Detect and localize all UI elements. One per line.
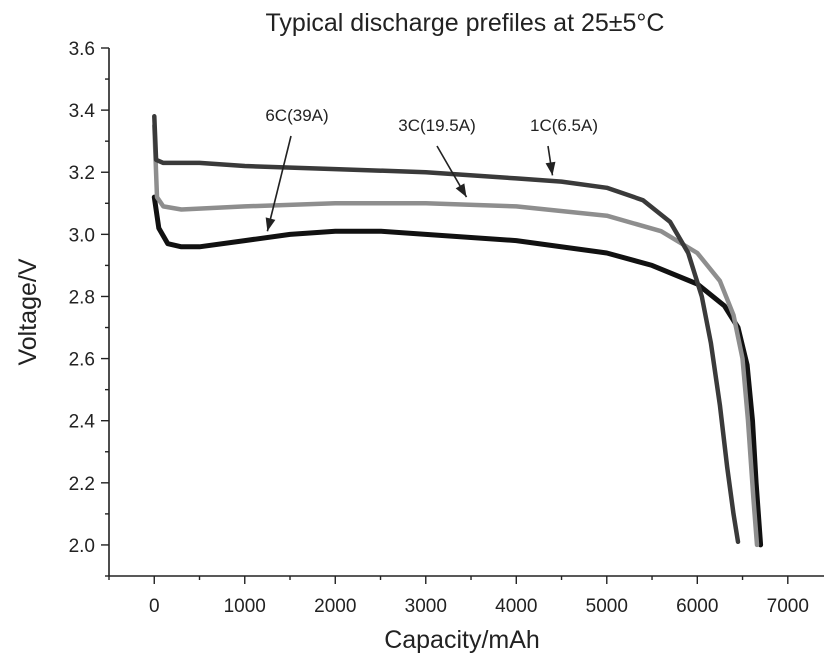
y-tick-label: 3.6 <box>69 39 95 60</box>
x-tick-label: 0 <box>149 596 160 617</box>
y-tick-label: 3.4 <box>69 101 96 122</box>
ticks: 0 1000 2000 3000 4000 5000 6000 7000 2.0 2.2 2.4 2.… <box>69 39 809 617</box>
y-tick-label: 3.2 <box>69 163 95 184</box>
y-axis-label: Voltage/V <box>14 258 42 365</box>
annotation-label: 1C(6.5A) <box>530 116 598 135</box>
x-tick-label: 6000 <box>676 596 718 617</box>
x-tick-label: 3000 <box>405 596 447 617</box>
annotation-arrowhead <box>265 217 276 232</box>
x-tick-label: 2000 <box>314 596 356 617</box>
y-tick-label: 2.6 <box>69 350 95 371</box>
x-tick-label: 5000 <box>586 596 628 617</box>
axes <box>108 48 824 577</box>
series-line-3c-19-5a- <box>152 123 760 548</box>
x-tick-label: 7000 <box>767 596 809 617</box>
annotation-label: 6C(39A) <box>265 106 328 125</box>
y-tick-label: 2.0 <box>69 536 95 557</box>
y-tick-label: 2.2 <box>69 474 95 495</box>
x-tick-label: 1000 <box>224 596 266 617</box>
x-tick-label: 4000 <box>495 596 537 617</box>
annotations: 6C(39A) 3C(19.5A) 1C(6.5A) <box>265 106 598 232</box>
series-line-1c-6-5a- <box>152 114 741 545</box>
y-tick-label: 3.0 <box>69 225 95 246</box>
annotation-arrow <box>266 135 292 232</box>
series-line-6c-39a- <box>151 194 764 548</box>
y-tick-label: 2.8 <box>69 287 95 308</box>
annotation-label: 3C(19.5A) <box>398 116 475 135</box>
y-tick-label: 2.4 <box>69 412 96 433</box>
series-lines <box>151 114 764 548</box>
annotation-arrowhead <box>455 183 467 198</box>
chart-title: Typical discharge prefiles at 25±5°C <box>266 9 665 37</box>
annotation-arrowhead <box>545 161 556 176</box>
x-axis-label: Capacity/mAh <box>384 626 540 654</box>
